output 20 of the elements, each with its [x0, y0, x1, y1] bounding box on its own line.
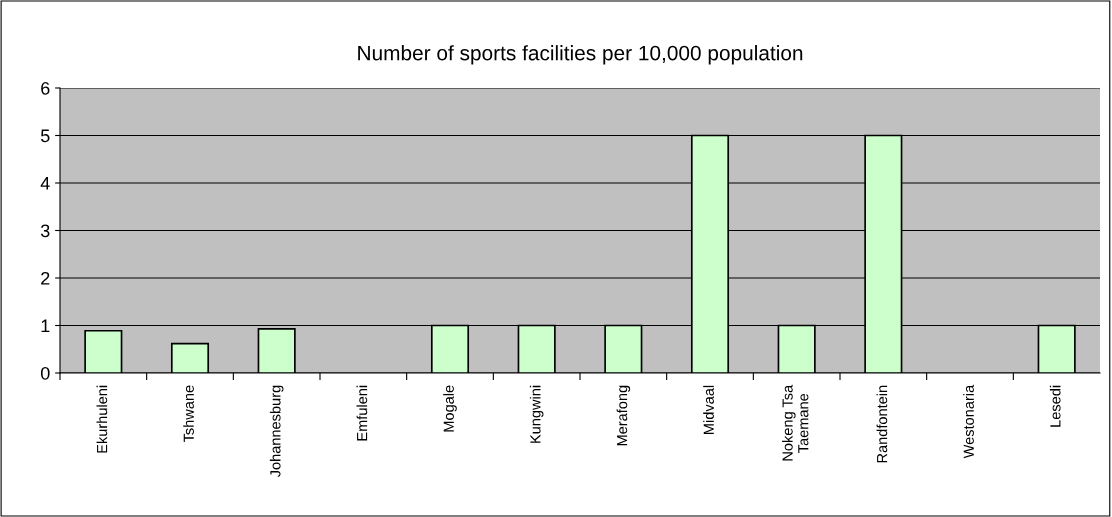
x-tick-label: Westonaria — [963, 384, 974, 459]
x-tick-label: Nokeng Tsa Taemane — [782, 384, 809, 461]
x-tick-label: Merafong — [616, 385, 631, 446]
x-tick-label: Johannesburg — [269, 385, 284, 478]
x-tick-label: Lesedi — [1049, 385, 1061, 427]
x-tick-label: Randfontein — [876, 385, 888, 463]
x-tick-label: Tshwane — [183, 385, 194, 443]
y-tick-label: 5 — [40, 129, 50, 143]
x-tick-label: Ekurhuleni — [96, 385, 108, 453]
y-tick-label: 6 — [41, 81, 50, 95]
x-tick-label: Emfuleni — [356, 385, 368, 441]
y-tick-label: 3 — [40, 224, 50, 238]
x-tick-label: Kungwini — [529, 385, 544, 443]
x-tick-label: Mogale — [443, 385, 457, 432]
y-tick-label: 2 — [41, 271, 50, 285]
y-tick-label: 0 — [40, 366, 50, 380]
y-tick-label: 4 — [40, 177, 50, 190]
x-tick-label: Midvaal — [703, 385, 714, 434]
chart-title: Number of sports facilities per 10,000 population — [358, 45, 803, 65]
y-tick-label: 1 — [41, 319, 50, 333]
